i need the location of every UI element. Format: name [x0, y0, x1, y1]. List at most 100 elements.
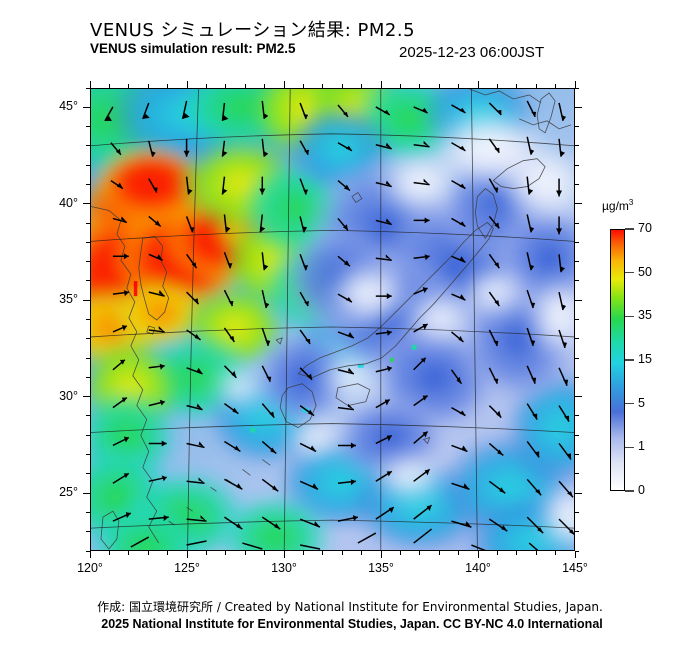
colorbar-tick-label: 0: [638, 483, 645, 497]
x-axis-tick: [302, 551, 304, 555]
footer-credit: 作成: 国立環境研究所 / Created by National Instit…: [97, 600, 603, 614]
y-axis-tick: [86, 183, 90, 185]
x-axis-tick: [108, 551, 110, 555]
y-axis-tick-right: [575, 145, 579, 147]
y-axis-tick: [86, 261, 90, 263]
y-axis-tick: [83, 203, 90, 205]
x-axis-tick: [283, 551, 285, 558]
y-axis-tick: [86, 473, 90, 475]
y-axis-tick: [86, 531, 90, 533]
y-axis-tick: [86, 126, 90, 128]
page-title-japanese: VENUS シミュレーション結果: PM2.5: [90, 20, 416, 41]
y-axis-tick-right: [575, 492, 582, 494]
y-axis-tick: [86, 550, 90, 552]
y-axis-tick-right: [575, 319, 579, 320]
x-axis-tick-top: [264, 84, 266, 88]
y-axis-tick: [86, 241, 90, 243]
y-axis-tick-right: [575, 415, 579, 417]
y-axis-label: 35°: [59, 292, 78, 307]
y-axis-tick: [86, 434, 90, 436]
y-axis-tick-right: [575, 241, 579, 243]
colorbar-tick-label: 5: [638, 395, 645, 410]
y-axis-tick-right: [575, 203, 582, 205]
x-axis-tick: [496, 551, 498, 555]
x-axis-label: 145°: [562, 561, 588, 575]
x-axis-tick: [516, 551, 518, 555]
colorbar-tick-label: 50: [638, 264, 652, 279]
footer-license: 2025 National Institute for Environmenta…: [101, 617, 603, 631]
y-axis-tick-right: [575, 164, 579, 166]
x-axis-tick-top: [341, 84, 343, 88]
x-axis-tick-top: [167, 84, 169, 88]
x-axis-tick: [535, 551, 537, 555]
y-axis-tick-right: [575, 434, 579, 436]
y-axis-tick: [83, 492, 90, 494]
y-axis-tick-right: [575, 280, 579, 282]
x-axis-tick-top: [380, 81, 382, 88]
x-axis-tick-top: [574, 81, 576, 88]
y-axis-tick: [86, 164, 90, 166]
colorbar-tick: [625, 490, 634, 492]
y-axis-tick: [86, 454, 90, 456]
x-axis-label: 125°: [174, 561, 200, 575]
x-axis-tick: [225, 551, 227, 555]
x-axis-tick: [458, 551, 460, 555]
x-axis-label: 140°: [465, 561, 491, 575]
y-axis-tick: [86, 357, 90, 359]
coastline-overlay: [91, 89, 572, 550]
x-axis-tick-top: [555, 84, 557, 88]
colorbar-tick-label: 15: [638, 352, 652, 366]
y-axis-tick: [86, 222, 90, 224]
pm25-concentration-map: [91, 89, 574, 550]
y-axis-tick-right: [575, 550, 579, 552]
x-axis-tick: [574, 551, 576, 558]
y-axis-tick: [83, 396, 90, 398]
x-axis-tick: [341, 551, 343, 555]
y-axis-tick: [86, 338, 90, 340]
x-axis-tick: [147, 551, 149, 555]
y-axis-tick-right: [575, 338, 579, 340]
x-axis-tick: [128, 551, 130, 555]
x-axis-tick-top: [302, 84, 304, 88]
x-axis-tick: [264, 551, 266, 555]
colorbar-tick: [625, 359, 634, 361]
x-axis-tick-top: [496, 84, 498, 88]
x-axis-tick: [555, 551, 557, 555]
colorbar-unit-text: µg/m: [602, 199, 629, 213]
y-axis-tick: [83, 106, 90, 108]
hotspot-marker: [133, 281, 138, 297]
y-axis-tick: [86, 511, 90, 513]
wind-vector-field: [104, 100, 574, 550]
x-axis-tick: [477, 551, 479, 558]
y-axis-tick-right: [575, 106, 582, 108]
x-axis-tick: [322, 551, 324, 555]
x-axis-tick-top: [477, 81, 479, 88]
x-axis-tick-top: [535, 84, 537, 88]
colorbar-tick: [625, 446, 634, 449]
x-axis-tick: [89, 551, 91, 558]
x-axis-tick: [244, 551, 246, 555]
y-axis-label: 45°: [59, 99, 78, 114]
x-axis-tick-top: [438, 84, 440, 88]
x-axis-tick-top: [419, 84, 421, 88]
y-axis-tick-right: [575, 87, 579, 89]
x-axis-tick: [186, 551, 188, 558]
colorbar-tick-label: 70: [638, 221, 652, 235]
y-axis-tick-right: [575, 222, 579, 224]
y-axis-tick-right: [575, 454, 579, 456]
x-axis-tick: [167, 551, 169, 555]
graticule-overlay: [91, 89, 574, 550]
x-axis-tick: [419, 551, 421, 555]
x-axis-tick: [399, 551, 401, 555]
y-axis-tick-right: [575, 299, 582, 301]
x-axis-tick-top: [399, 84, 401, 88]
x-axis-label: 130°: [271, 561, 297, 575]
x-axis-tick-top: [361, 84, 363, 88]
x-axis-tick-top: [186, 81, 188, 88]
y-axis-tick-right: [575, 396, 582, 398]
x-axis-tick-top: [322, 84, 324, 88]
colorbar-gradient-box: [610, 229, 625, 491]
x-axis-tick-top: [225, 84, 227, 88]
colorbar-tick: [625, 271, 634, 274]
x-axis-tick: [438, 551, 440, 555]
